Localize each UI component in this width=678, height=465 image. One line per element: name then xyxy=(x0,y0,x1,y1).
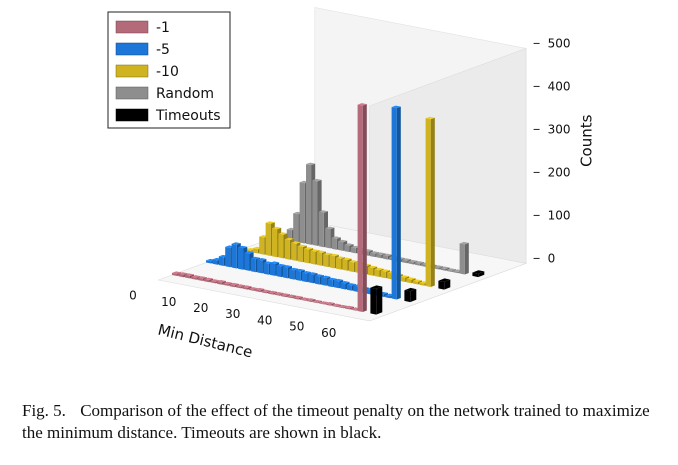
figure-caption: Fig. 5. Comparison of the effect of the … xyxy=(22,400,672,444)
x-axis-label: Min Distance xyxy=(156,321,254,362)
legend-label: -5 xyxy=(156,42,170,58)
x-tick-label: 60 xyxy=(321,326,336,340)
bar-neg1-50 xyxy=(332,303,342,307)
bar-neg1-42 xyxy=(306,298,316,302)
z-tick-label: 200 xyxy=(548,165,571,179)
timeout-bar-neg5 xyxy=(404,287,417,303)
bar-neg1-10 xyxy=(204,277,214,283)
legend-swatch xyxy=(115,20,149,34)
bar-neg1-48 xyxy=(325,302,335,306)
bar-neg1-34 xyxy=(280,293,290,298)
chart-canvas: 0 10 20 30 40 50 60 Min Distance 0 100 200 300 400 50… xyxy=(107,7,596,362)
timeout-bar-neg10 xyxy=(438,278,451,290)
z-tick-label: 500 xyxy=(548,36,571,50)
legend-label: Timeouts xyxy=(155,108,220,124)
timeout-bar-Random xyxy=(472,270,485,278)
x-tick-label: 10 xyxy=(161,295,176,309)
bar-neg1-38 xyxy=(293,295,303,300)
bar-neg1-22 xyxy=(242,285,252,290)
x-tick-label: 30 xyxy=(225,307,240,321)
bar-neg1-44 xyxy=(312,299,322,304)
legend-label: Random xyxy=(156,86,214,102)
legend-swatch xyxy=(115,42,149,56)
bar-neg5-58 xyxy=(391,105,401,300)
bar-neg1-14 xyxy=(216,280,226,285)
z-tick-label: 300 xyxy=(548,122,571,136)
timeout-bar-neg1 xyxy=(370,285,383,315)
x-tick-label: 20 xyxy=(193,301,208,315)
x-tick-label: 50 xyxy=(289,320,304,334)
legend-swatch xyxy=(115,64,149,78)
bar-neg1-58 xyxy=(357,103,367,312)
chart-figure: 0 10 20 30 40 50 60 Min Distance 0 100 200 300 400 50… xyxy=(107,7,596,362)
bar-Random-58 xyxy=(459,241,469,275)
bar-neg1-54 xyxy=(344,305,354,310)
bar-neg1-32 xyxy=(274,292,284,296)
bar-neg1-26 xyxy=(255,287,265,293)
bar-neg1-36 xyxy=(287,294,297,299)
caption-label: Fig. 5. xyxy=(22,401,66,420)
legend-swatch xyxy=(115,108,149,122)
bar-neg1-30 xyxy=(268,290,278,295)
x-tick-label: 40 xyxy=(257,313,272,327)
chart-legend: -1 -5 -10 Random Timeouts xyxy=(107,11,231,129)
x-tick-label: 0 xyxy=(129,289,137,303)
bar-neg10-54 xyxy=(412,279,422,285)
legend-swatch xyxy=(115,86,149,100)
bar-Random-54 xyxy=(446,268,456,272)
bar-Random-52 xyxy=(440,266,450,271)
chart-bars xyxy=(172,103,485,315)
bar-neg10-58 xyxy=(425,116,435,287)
legend-label: -10 xyxy=(156,64,179,80)
bar-neg1-28 xyxy=(261,289,271,294)
z-tick-label: 400 xyxy=(548,79,571,93)
legend-label: -1 xyxy=(156,20,170,36)
z-tick-label: 100 xyxy=(548,208,571,222)
z-tick-label: 0 xyxy=(548,251,556,265)
z-axis-label: Counts xyxy=(578,114,596,167)
caption-text: Comparison of the effect of the timeout … xyxy=(22,401,650,442)
